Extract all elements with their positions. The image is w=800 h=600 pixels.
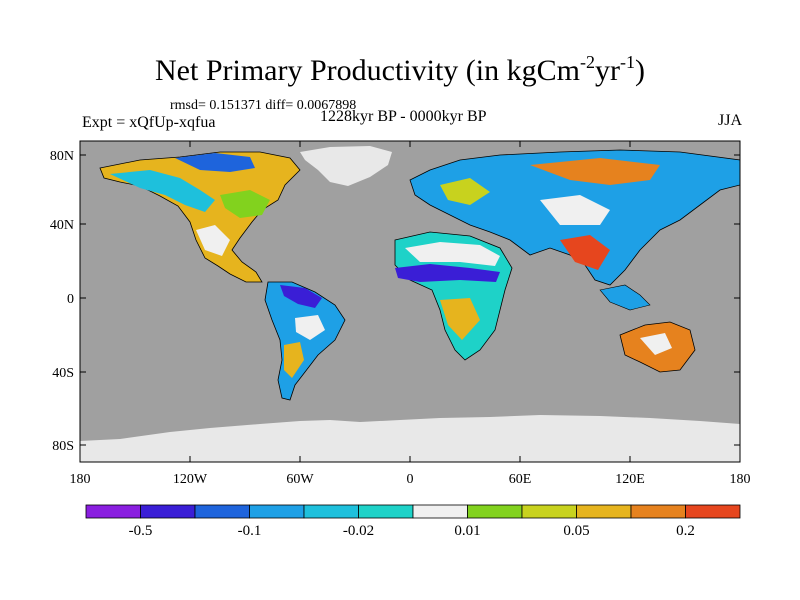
colorbar-swatch <box>685 504 741 519</box>
north-america-blue-patch <box>175 153 255 172</box>
eurasia-red-patch <box>560 235 610 270</box>
lon-tick-label: 180 <box>730 472 751 487</box>
title-exponent-2: -1 <box>619 52 635 72</box>
latitude-axis: 80N 40N 0 40S 80S <box>50 149 740 454</box>
colorbar-label: -0.5 <box>129 523 153 539</box>
colorbar-swatch <box>249 504 305 519</box>
period-label: 1228kyr BP - 0000kyr BP <box>320 108 487 125</box>
lat-tick-label: 40N <box>50 218 74 233</box>
colorbar-label: -0.1 <box>238 523 262 539</box>
colorbar: -0.5 -0.1 -0.02 0.01 0.05 0.2 <box>85 504 741 539</box>
experiment-label: Expt = xQfUp-xqfua <box>82 114 216 131</box>
colorbar-label: -0.02 <box>343 523 374 539</box>
colorbar-swatch <box>521 504 577 519</box>
eurasia-green-patch <box>440 178 490 205</box>
eurasia-white-patch <box>540 195 610 225</box>
lon-tick-label: 60W <box>286 472 314 487</box>
colorbar-swatch <box>140 504 196 519</box>
longitude-axis: 180 120W 60W 0 60E 120E 180 <box>70 141 751 487</box>
greenland-ice <box>300 146 392 186</box>
lat-tick-label: 0 <box>67 292 74 307</box>
lat-tick-label: 40S <box>52 366 74 381</box>
africa-orange-patch <box>440 298 480 340</box>
colorbar-swatch <box>358 504 414 519</box>
chart-title: Net Primary Productivity (in kgCm-2yr-1) <box>0 52 800 88</box>
colorbar-swatch <box>85 504 141 519</box>
southeast-asia-islands <box>599 284 651 311</box>
title-text-end: ) <box>634 54 645 87</box>
south-america-orange-patch <box>284 342 304 378</box>
colorbar-swatch <box>194 504 250 519</box>
stats-text: rmsd= 0.151371 diff= 0.0067898 <box>170 98 357 113</box>
season-label: JJA <box>717 112 742 129</box>
lat-tick-label: 80S <box>52 439 74 454</box>
colorbar-swatch <box>303 504 359 519</box>
eurasia-orange-patch <box>530 158 660 185</box>
map-frame-group <box>79 140 741 463</box>
lon-tick-label: 0 <box>407 472 414 487</box>
south-america-purple-patch <box>280 285 322 308</box>
colorbar-label: 0.2 <box>676 523 695 539</box>
colorbar-label: 0.05 <box>563 523 589 539</box>
africa-purple-band <box>395 264 500 282</box>
antarctica-ice <box>80 415 740 462</box>
north-america-green-patch <box>220 190 270 218</box>
title-text: Net Primary Productivity (in kgCm <box>155 54 580 87</box>
australia-white-patch <box>640 333 672 355</box>
south-america-white-patch <box>295 315 325 340</box>
colorbar-swatch <box>576 504 632 519</box>
colorbar-swatch <box>630 504 686 519</box>
title-text-unit: yr <box>594 54 620 87</box>
north-america-white-patch <box>196 225 230 256</box>
north-america-cyan-patch <box>110 170 215 212</box>
colorbar-swatch <box>412 504 468 519</box>
colorbar-swatch <box>467 504 523 519</box>
title-exponent-1: -2 <box>579 52 595 72</box>
lon-tick-label: 60E <box>509 472 532 487</box>
colorbar-label: 0.01 <box>454 523 480 539</box>
lon-tick-label: 120E <box>615 472 645 487</box>
lon-tick-label: 120W <box>173 472 208 487</box>
lat-tick-label: 80N <box>50 149 74 164</box>
lon-tick-label: 180 <box>70 472 91 487</box>
africa-white-desert <box>405 242 500 266</box>
